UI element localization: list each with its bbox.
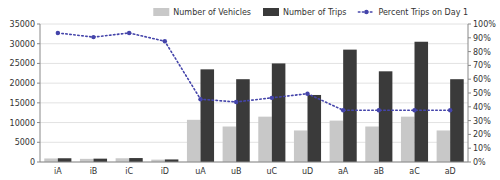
x-tick-label: aD [445,167,456,176]
marker [448,108,452,112]
bar [58,158,72,162]
y2-tick-label: 70% [473,61,491,70]
bar [116,158,130,162]
y2-tick-label: 0% [473,158,486,167]
y2-tick-label: 40% [473,103,491,112]
y2-tick-label: 100% [473,20,496,29]
y2-tick-label: 50% [473,89,491,98]
y-tick-label: 30000 [10,40,35,49]
bar [187,120,201,162]
legend-swatch [263,8,279,16]
marker [91,35,95,39]
y2-tick-label: 10% [473,144,491,153]
bar [129,158,143,162]
marker [377,108,381,112]
legend-marker [364,10,368,14]
y-tick-label: 25000 [10,59,35,68]
bar [236,79,250,162]
grid-line [40,83,468,84]
x-tick-label: uC [267,167,278,176]
x-tick-label: aA [338,167,349,176]
marker [56,31,60,35]
legend-label: Number of Vehicles [173,8,251,17]
marker [163,39,167,43]
bar [330,121,344,162]
legend: Number of Vehicles Number of Trips Percent… [153,8,468,17]
grid-line [40,102,468,103]
grid-line [40,43,468,44]
y-axis [40,24,41,162]
marker [305,91,309,95]
grid-line [40,24,468,25]
legend-item: Number of Vehicles [153,8,251,17]
x-tick-label: uB [231,167,242,176]
y-tick-label: 10000 [10,119,35,128]
plot-area [44,31,463,162]
bar [401,117,415,162]
legend-label: Percent Trips on Day 1 [378,8,468,17]
bar [415,42,429,162]
x-tick-label: uD [302,167,313,176]
legend-item: Percent Trips on Day 1 [358,8,468,17]
x-tick-label: iD [161,167,169,176]
bar [223,127,237,162]
y2-tick-label: 60% [473,75,491,84]
y2-tick-label: 20% [473,130,491,139]
bar [258,117,272,162]
bar [272,63,286,162]
chart: 0 5000 10000 15000 20000 25000 30000 35000 0% 10%… [0,0,500,180]
bar [365,127,379,162]
x-axis [40,162,468,163]
marker [127,31,131,35]
x-tick-label: iB [90,167,98,176]
x-tick-label: aB [374,167,384,176]
bar [201,69,215,162]
bar [44,158,58,162]
y2-tick-label: 80% [473,48,491,57]
bar [437,130,451,162]
marker [270,96,274,100]
bar [294,130,308,162]
bar [450,79,464,162]
grid-line [40,162,468,163]
x-tick-label: uA [195,167,206,176]
y-tick-label: 0 [30,158,35,167]
grid-line [40,63,468,64]
y2-tick-label: 30% [473,117,491,126]
marker [234,100,238,104]
y-tick-label: 5000 [15,138,35,147]
bar [94,159,108,162]
x-tick-label: iC [125,167,133,176]
legend-label: Number of Trips [283,8,346,17]
y-tick-label: 20000 [10,79,35,88]
marker [198,97,202,101]
marker [341,108,345,112]
bar [308,95,322,162]
marker [412,108,416,112]
x-tick-label: aC [409,167,420,176]
y-tick-label: 35000 [10,20,35,29]
x-tick-label: iA [54,167,62,176]
y2-tick-label: 90% [473,34,491,43]
line [58,33,450,110]
y-tick-label: 15000 [10,99,35,108]
legend-item: Number of Trips [263,8,346,17]
legend-swatch [153,8,169,16]
bar [343,50,357,162]
bar [379,71,393,162]
y2-axis [468,24,469,162]
